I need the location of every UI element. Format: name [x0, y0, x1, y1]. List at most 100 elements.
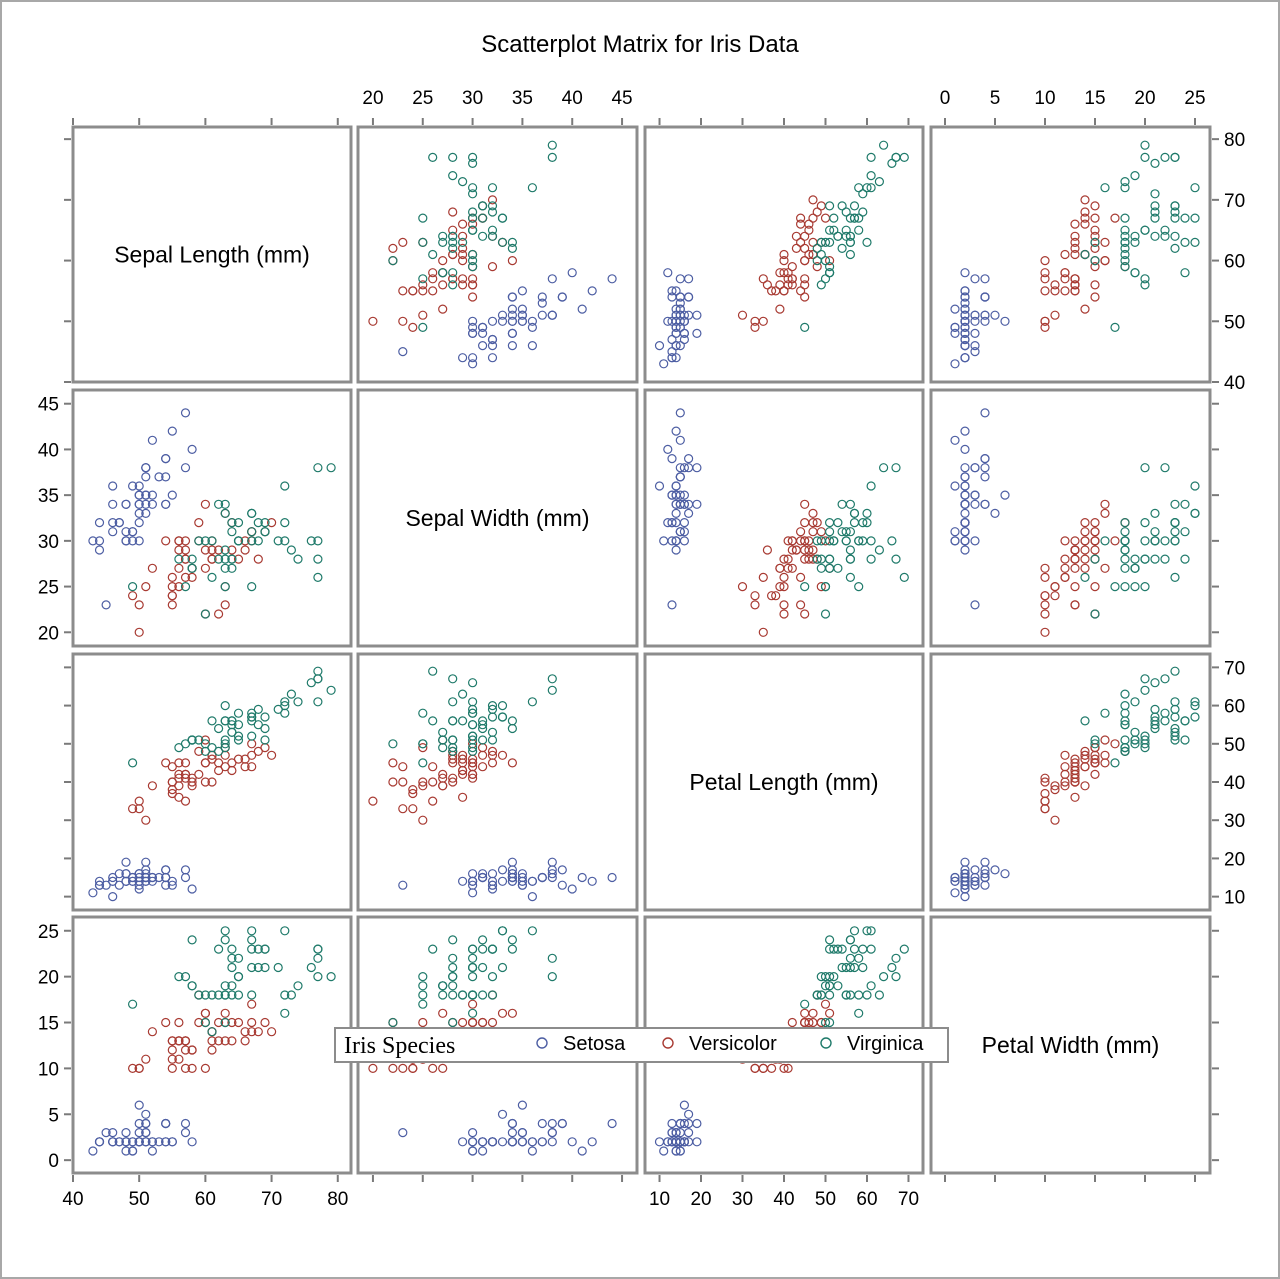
point-setosa-42-sl-pl	[667, 353, 677, 363]
point-setosa-14-sl-sw	[567, 268, 577, 278]
point-setosa-34-pl-sw	[478, 872, 488, 883]
point-virginica-38-sw-sl	[200, 536, 210, 546]
point-versicolor-7-pw-sl	[128, 1063, 138, 1074]
point-virginica-9-pw-pl	[866, 926, 876, 936]
point-virginica-0-pw-sl	[220, 926, 230, 936]
point-virginica-9-pl-sw	[527, 697, 538, 707]
point-virginica-29-sl-pw	[1100, 183, 1110, 193]
point-versicolor-29-pw-sl	[180, 1063, 191, 1074]
point-setosa-29-pw-sl	[114, 1137, 124, 1147]
point-versicolor-19-sw-sl	[174, 581, 184, 592]
point-versicolor-47-pl-sw	[458, 765, 468, 776]
point-setosa-43-pw-sw	[517, 1100, 528, 1110]
point-setosa-36-sw-sl	[167, 490, 177, 500]
point-virginica-37-sl-sw	[478, 231, 488, 241]
point-virginica-37-sw-pw	[1120, 527, 1130, 537]
point-versicolor-23-pl-pw	[1060, 750, 1070, 760]
point-virginica-38-sl-pl	[812, 256, 822, 266]
point-virginica-6-pw-sl	[128, 999, 138, 1009]
point-versicolor-15-sl-pl	[795, 213, 806, 223]
point-virginica-0-pw-pl	[862, 926, 872, 936]
point-virginica-42-pw-pl	[824, 981, 835, 991]
point-virginica-46-pl-pw	[1130, 739, 1140, 749]
point-virginica-48-sw-pw	[1170, 499, 1180, 509]
point-virginica-19-sl-pw	[1090, 256, 1100, 266]
point-virginica-22-sl-pl	[891, 152, 901, 162]
point-setosa-30-sw-pl	[679, 527, 690, 537]
point-setosa-40-pl-sw	[517, 880, 528, 890]
point-setosa-35-sw-sl	[134, 517, 144, 528]
point-versicolor-44-sw-pl	[787, 563, 797, 573]
point-versicolor-31-sl-pw	[1040, 286, 1050, 296]
panel-sl-vs-pl	[643, 125, 925, 384]
point-setosa-32-pl-sl	[147, 872, 157, 883]
point-setosa-46-pw-sl	[141, 1137, 151, 1147]
point-virginica-23-sw-pw	[1120, 563, 1130, 573]
point-virginica-45-pl-sl	[247, 731, 257, 741]
point-versicolor-47-sl-pl	[791, 243, 802, 253]
point-virginica-35-sl-pw	[1170, 152, 1180, 162]
point-versicolor-1-sw-pl	[800, 517, 810, 528]
point-setosa-36-pl-sl	[167, 880, 177, 890]
point-virginica-41-sw-pl	[824, 527, 835, 537]
point-versicolor-18-pw-sl	[214, 1017, 224, 1028]
point-versicolor-7-pl-sl	[128, 804, 138, 814]
point-versicolor-40-sl-pw	[1060, 286, 1070, 296]
point-setosa-16-pl-sw	[557, 880, 567, 890]
point-setosa-30-sw-sl	[121, 527, 131, 537]
point-virginica-42-sw-sl	[187, 563, 197, 573]
point-versicolor-25-sl-pl	[795, 219, 806, 229]
point-versicolor-48-pw-sl	[141, 1054, 151, 1064]
point-virginica-46-sl-sw	[418, 237, 428, 247]
point-virginica-48-pl-sl	[214, 723, 224, 734]
point-versicolor-37-pl-sw	[398, 762, 408, 772]
point-virginica-33-pw-sl	[220, 1017, 230, 1028]
point-setosa-42-sl-pw	[960, 353, 970, 363]
point-versicolor-15-sw-pw	[1080, 527, 1090, 537]
point-versicolor-10-sw-pl	[758, 627, 768, 637]
point-setosa-13-sl-pl	[659, 359, 669, 369]
point-virginica-14-pw-sw	[448, 935, 458, 945]
point-setosa-24-pl-sl	[121, 857, 131, 867]
point-virginica-33-sl-pw	[1090, 237, 1100, 247]
point-virginica-22-pl-sl	[313, 674, 323, 684]
point-versicolor-27-pw-sl	[247, 999, 257, 1009]
point-virginica-39-pw-sw	[478, 962, 488, 973]
point-virginica-3-sl-sw	[458, 237, 468, 247]
point-virginica-4-pl-sl	[233, 708, 244, 718]
tick-label-top-pw-10: 10	[1034, 88, 1055, 109]
point-virginica-19-sw-pw	[1090, 609, 1100, 619]
point-versicolor-31-sw-pl	[766, 591, 777, 601]
point-setosa-32-pl-pw	[950, 872, 960, 883]
point-virginica-47-sw-pl	[829, 536, 839, 546]
point-setosa-25-sw-sl	[134, 536, 144, 546]
point-virginica-30-pl-sl	[293, 697, 303, 707]
point-virginica-18-sw-sl	[313, 572, 323, 583]
point-versicolor-29-sl-pw	[1040, 274, 1050, 284]
point-virginica-5-sl-sw	[468, 158, 478, 168]
point-versicolor-12-pl-sw	[388, 777, 398, 787]
point-virginica-33-pl-sl	[220, 735, 230, 745]
point-virginica-39-pl-sl	[260, 723, 270, 734]
point-setosa-32-sl-sw	[577, 304, 587, 314]
point-virginica-0-pl-pw	[1190, 700, 1200, 711]
point-virginica-14-sl-sw	[448, 268, 458, 278]
point-setosa-15-sw-sl	[180, 408, 191, 418]
point-virginica-38-pl-pw	[1120, 746, 1130, 757]
point-virginica-25-sl-pw	[1120, 183, 1130, 193]
tick-label-top-sw-45: 45	[611, 88, 632, 109]
point-versicolor-47-sw-pl	[791, 545, 802, 555]
point-versicolor-43-sw-pw	[1040, 600, 1050, 610]
point-virginica-7-sl-pw	[1120, 177, 1130, 187]
tick-label-bottom-sl-60: 60	[195, 1189, 216, 1210]
point-versicolor-49-sw-pw	[1070, 554, 1080, 564]
point-setosa-48-pw-sw	[537, 1137, 547, 1147]
point-versicolor-40-sw-sl	[167, 572, 177, 583]
point-setosa-3-sl-sw	[478, 341, 488, 351]
point-virginica-42-sl-pl	[824, 268, 835, 278]
point-virginica-5-pw-pl	[887, 962, 897, 973]
point-virginica-15-pw-sl	[227, 944, 237, 954]
point-virginica-46-pw-sl	[220, 981, 230, 991]
point-setosa-31-pw-sl	[161, 1118, 171, 1129]
point-setosa-46-sw-pw	[960, 463, 970, 473]
